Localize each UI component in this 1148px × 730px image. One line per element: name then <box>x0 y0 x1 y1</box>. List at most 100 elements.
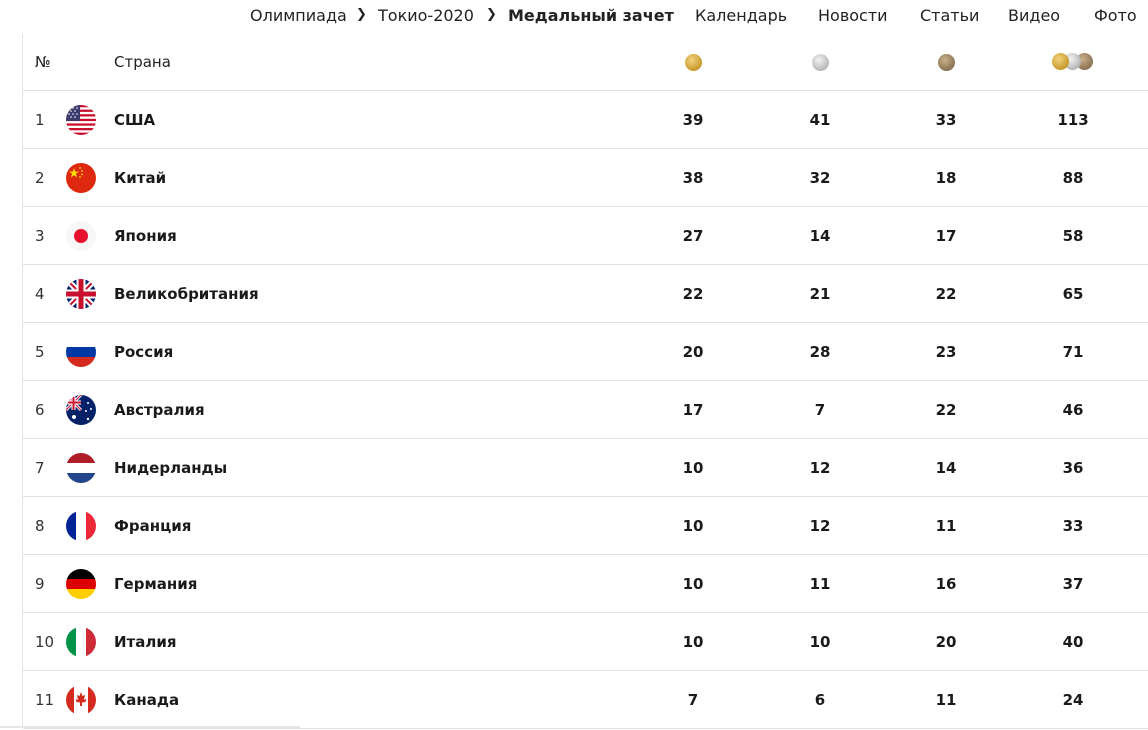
total-header[interactable] <box>1043 34 1103 90</box>
medal-table: № Страна 1 США 39 41 33 113 2 Китай 3 8 32 18 88 3 Япо… <box>22 34 1148 729</box>
australia-flag-icon <box>66 394 96 425</box>
table-row[interactable]: 11 Канада 7 6 11 24 <box>23 671 1148 729</box>
silver-count: 7 <box>814 400 826 419</box>
silver-count: 14 <box>809 226 831 245</box>
total-count: 88 <box>1062 168 1084 187</box>
nav-link-photo[interactable]: Фото <box>1094 6 1137 25</box>
breadcrumb-medal-table: Медальный зачет <box>508 6 674 25</box>
rank-cell: 2 <box>35 168 45 187</box>
nav-link-calendar[interactable]: Календарь <box>695 6 788 25</box>
total-count: 40 <box>1062 632 1084 651</box>
breadcrumb-olympiad[interactable]: Олимпиада <box>250 6 347 25</box>
bronze-count: 20 <box>935 632 957 651</box>
country-header: Страна <box>114 53 171 71</box>
country-name[interactable]: Великобритания <box>114 284 259 303</box>
italy-flag-icon <box>66 626 96 657</box>
country-name[interactable]: Франция <box>114 516 192 535</box>
table-row[interactable]: 3 Япония 27 14 17 58 <box>23 207 1148 265</box>
country-name[interactable]: Япония <box>114 226 177 245</box>
silver-count: 12 <box>809 516 831 535</box>
total-count: 46 <box>1062 400 1084 419</box>
table-row[interactable]: 5 Россия 20 28 23 71 <box>23 323 1148 381</box>
table-row[interactable]: 4 Великобритания 22 21 22 65 <box>23 265 1148 323</box>
nav-link-video[interactable]: Видео <box>1008 6 1061 25</box>
canada-flag-icon <box>66 684 96 715</box>
silver-medal-icon <box>811 53 829 71</box>
gold-count: 39 <box>682 110 704 129</box>
bronze-count: 14 <box>935 458 957 477</box>
rank-cell: 3 <box>35 226 45 245</box>
gold-header[interactable] <box>663 34 723 90</box>
total-count: 33 <box>1062 516 1084 535</box>
silver-count: 41 <box>809 110 831 129</box>
china-flag-icon <box>66 162 96 193</box>
country-name[interactable]: Канада <box>114 690 180 709</box>
rank-cell: 11 <box>35 690 55 709</box>
bronze-count: 22 <box>935 400 957 419</box>
gold-count: 10 <box>682 458 704 477</box>
bronze-count: 18 <box>935 168 957 187</box>
gold-count: 7 <box>687 690 699 709</box>
country-name[interactable]: Германия <box>114 574 198 593</box>
usa-flag-icon <box>66 104 96 135</box>
silver-header[interactable] <box>790 34 850 90</box>
top-navigation: Олимпиада ❯ Токио-2020 ❯ Медальный зачет… <box>0 0 1148 34</box>
total-count: 113 <box>1057 110 1089 129</box>
table-row[interactable]: 10 Италия 10 10 20 40 <box>23 613 1148 671</box>
bronze-count: 11 <box>935 516 957 535</box>
table-row[interactable]: 9 Германия 10 11 16 37 <box>23 555 1148 613</box>
total-count: 37 <box>1062 574 1084 593</box>
bronze-header[interactable] <box>916 34 976 90</box>
silver-count: 6 <box>814 690 826 709</box>
gold-count: 10 <box>682 574 704 593</box>
table-row[interactable]: 2 Китай 38 32 18 88 <box>23 149 1148 207</box>
table-header: № Страна <box>23 34 1148 91</box>
country-name[interactable]: Австралия <box>114 400 205 419</box>
total-count: 58 <box>1062 226 1084 245</box>
rank-header: № <box>35 53 51 71</box>
breadcrumb-tokyo-2020[interactable]: Токио-2020 <box>378 6 474 25</box>
nav-link-news[interactable]: Новости <box>818 6 888 25</box>
uk-flag-icon <box>66 278 96 309</box>
silver-count: 10 <box>809 632 831 651</box>
table-row[interactable]: 8 Франция 10 12 11 33 <box>23 497 1148 555</box>
nav-link-articles[interactable]: Статьи <box>920 6 980 25</box>
gold-count: 27 <box>682 226 704 245</box>
gold-count: 22 <box>682 284 704 303</box>
rank-cell: 1 <box>35 110 45 129</box>
germany-flag-icon <box>66 568 96 599</box>
table-row[interactable]: 1 США 39 41 33 113 <box>23 91 1148 149</box>
japan-flag-icon <box>66 220 96 251</box>
rank-cell: 6 <box>35 400 45 419</box>
table-row[interactable]: 6 Австралия 17 7 22 46 <box>23 381 1148 439</box>
rank-cell: 9 <box>35 574 45 593</box>
bronze-count: 23 <box>935 342 957 361</box>
country-name[interactable]: Италия <box>114 632 177 651</box>
france-flag-icon <box>66 510 96 541</box>
gold-count: 10 <box>682 632 704 651</box>
bronze-count: 33 <box>935 110 957 129</box>
silver-count: 21 <box>809 284 831 303</box>
bronze-count: 11 <box>935 690 957 709</box>
rank-cell: 8 <box>35 516 45 535</box>
silver-count: 12 <box>809 458 831 477</box>
gold-count: 20 <box>682 342 704 361</box>
country-name[interactable]: Россия <box>114 342 174 361</box>
russia-flag-icon <box>66 336 96 367</box>
bronze-count: 22 <box>935 284 957 303</box>
rank-cell: 7 <box>35 458 45 477</box>
bronze-medal-icon <box>937 53 955 71</box>
rank-cell: 4 <box>35 284 45 303</box>
country-name[interactable]: Нидерланды <box>114 458 228 477</box>
silver-count: 32 <box>809 168 831 187</box>
bronze-count: 16 <box>935 574 957 593</box>
bronze-count: 17 <box>935 226 957 245</box>
gold-count: 10 <box>682 516 704 535</box>
netherlands-flag-icon <box>66 452 96 483</box>
total-count: 71 <box>1062 342 1084 361</box>
country-name[interactable]: Китай <box>114 168 167 187</box>
country-name[interactable]: США <box>114 110 156 129</box>
total-count: 36 <box>1062 458 1084 477</box>
gold-count: 17 <box>682 400 704 419</box>
table-row[interactable]: 7 Нидерланды 10 12 14 36 <box>23 439 1148 497</box>
